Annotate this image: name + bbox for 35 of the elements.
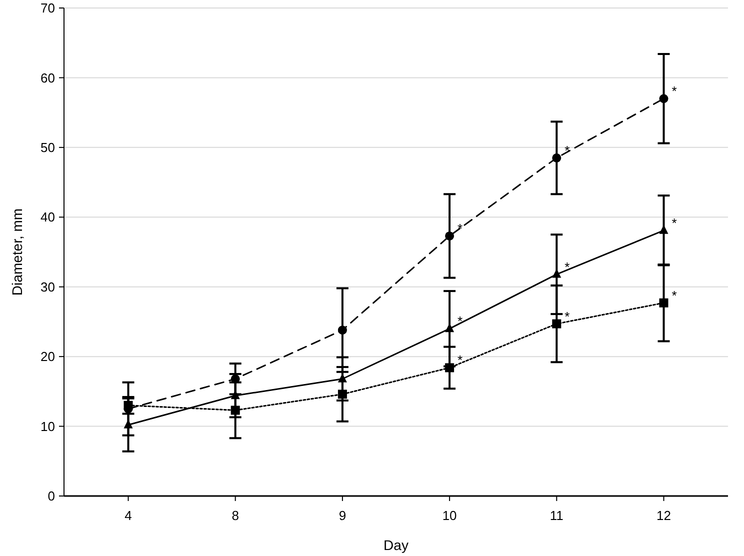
point: [230, 406, 240, 415]
y-tick-label: 70: [40, 0, 55, 16]
y-tick-label: 40: [40, 210, 55, 225]
annotation: *: [564, 308, 570, 324]
point: [445, 231, 454, 240]
x-tick-label: 4: [124, 508, 132, 523]
x-axis-title: Day: [384, 537, 408, 553]
x-tick-label: 12: [656, 508, 671, 523]
x-tick-label: 11: [550, 508, 564, 523]
annotation: *: [458, 314, 463, 329]
annotation: *: [672, 288, 677, 303]
y-tick-label: 50: [40, 140, 55, 155]
annotation: *: [458, 352, 463, 368]
annotation: *: [672, 215, 677, 230]
point: [338, 326, 347, 335]
annotation: *: [672, 84, 677, 99]
y-tick-label: 0: [48, 488, 55, 504]
annotation: *: [564, 142, 570, 158]
x-tick-label: 8: [232, 508, 239, 523]
x-tick-label: 10: [442, 508, 457, 523]
point: [445, 363, 454, 372]
point: [338, 390, 347, 399]
y-tick-label: 10: [40, 418, 55, 434]
annotation: *: [564, 259, 570, 274]
x-tick-label: 9: [338, 508, 346, 523]
point: [124, 400, 133, 410]
point: [552, 319, 562, 328]
point: [552, 153, 562, 162]
y-axis-title: Diameter, mm: [9, 208, 25, 296]
point: [659, 94, 668, 104]
y-tick-label: 30: [40, 279, 55, 294]
y-tick-label: 60: [40, 70, 55, 86]
point: [659, 298, 668, 308]
y-tick-label: 20: [40, 349, 55, 364]
annotation: *: [458, 220, 463, 236]
